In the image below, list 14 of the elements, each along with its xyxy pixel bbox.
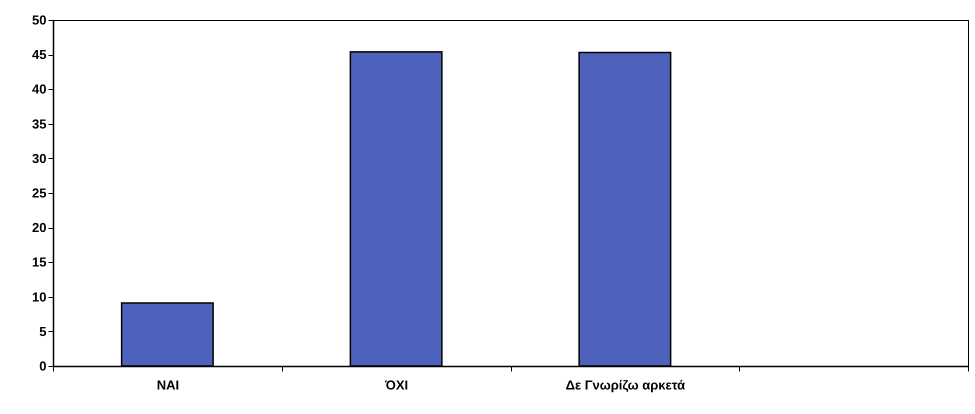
x-tick-label: Δε Γνωρίζω αρκετά	[566, 378, 686, 392]
y-tick-label: 40	[32, 82, 46, 97]
y-tick-label: 45	[32, 47, 46, 62]
y-tick-label: 50	[32, 12, 46, 28]
y-tick-label: 0	[39, 358, 46, 374]
y-tick-label: 35	[32, 116, 46, 132]
x-tick-label: ΝΑΙ	[156, 378, 180, 392]
y-tick-label: 10	[32, 289, 46, 304]
y-tick-label: 20	[32, 220, 46, 236]
y-tick-label: 25	[32, 186, 46, 200]
y-tick-label: 5	[39, 324, 46, 339]
y-tick-label: 15	[32, 254, 46, 270]
y-tick-label: 30	[32, 150, 46, 166]
x-tick-label: ΌΧΙ	[384, 378, 408, 392]
